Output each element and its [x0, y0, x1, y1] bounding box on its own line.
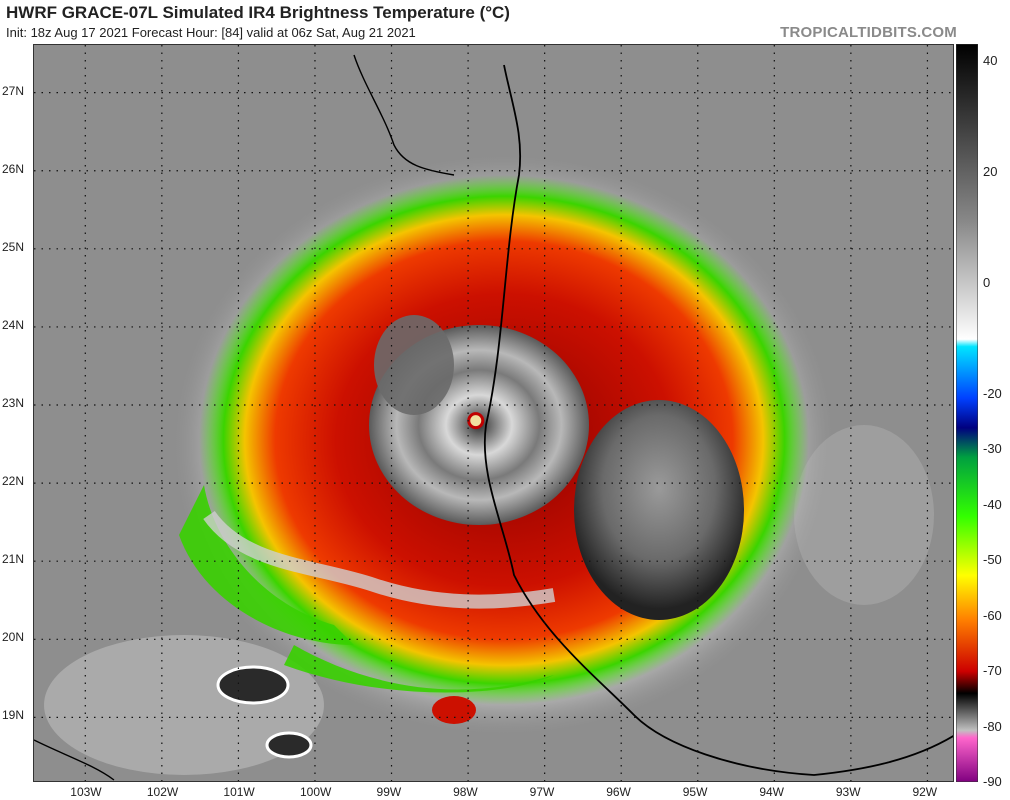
latitude-label: 22N [2, 474, 25, 489]
outer-rainband-clear-slot [203, 510, 556, 609]
color-scale-tick-label: -30 [983, 441, 1002, 457]
south-convection-band [284, 645, 554, 693]
gulf-coastline [483, 64, 953, 776]
longitude-label: 103W [70, 785, 102, 799]
color-scale-tick-label: 40 [983, 52, 998, 68]
latitude-label: 23N [2, 396, 25, 411]
latitude-label: 19N [2, 708, 25, 723]
chart-title: HWRF GRACE-07L Simulated IR4 Brightness … [6, 3, 510, 22]
color-scale-fill [956, 44, 978, 782]
longitude-label: 95W [682, 785, 708, 799]
color-scale-tick-label: -60 [983, 607, 1002, 623]
color-scale-tick-label: -80 [983, 718, 1002, 734]
latitude-label: 20N [2, 630, 25, 645]
longitude-label: 99W [376, 785, 402, 799]
longitude-label: 97W [529, 785, 555, 799]
source-credit: TROPICALTIDBITS.COM [780, 24, 957, 41]
latitude-label: 26N [2, 161, 25, 176]
cold-cloud-top-west [216, 665, 290, 705]
longitude-label: 93W [835, 785, 861, 799]
cold-cloud-top-south [265, 731, 313, 759]
longitude-label: 94W [759, 785, 784, 799]
latitude-label: 24N [2, 317, 25, 332]
longitude-label: 100W [299, 785, 332, 799]
satellite-map [33, 44, 954, 782]
latitude-label: 25N [2, 239, 25, 254]
chart-subtitle: Init: 18z Aug 17 2021 Forecast Hour: [84… [6, 25, 416, 40]
hurricane-eye [467, 412, 485, 430]
color-scale-tick-label: -50 [983, 552, 1002, 568]
color-scale-tick-label: -70 [983, 663, 1002, 679]
color-scale-tick-label: 0 [983, 274, 991, 290]
ir-imagery [34, 45, 953, 781]
color-scale-tick-label: -90 [983, 774, 1002, 789]
pacific-coastline [34, 739, 115, 781]
longitude-label: 102W [146, 785, 179, 799]
longitude-label: 98W [453, 785, 478, 799]
latitude-label: 21N [2, 552, 25, 567]
color-scale-bar [956, 44, 978, 782]
longitude-label: 101W [223, 785, 255, 799]
lat-lon-grid [34, 45, 953, 781]
us-border-line [353, 54, 455, 176]
convective-cell-south [432, 696, 476, 724]
color-scale-tick-label: -20 [983, 385, 1002, 401]
overshooting-cloud-east [574, 400, 744, 620]
color-scale-tick-label: 20 [983, 163, 998, 179]
longitude-label: 96W [606, 785, 631, 799]
southwest-convection-band [179, 485, 354, 645]
color-scale-tick-label: -40 [983, 496, 1002, 512]
longitude-label: 92W [912, 785, 938, 799]
overshooting-cloud-north [374, 315, 454, 415]
latitude-label: 27N [2, 83, 25, 98]
